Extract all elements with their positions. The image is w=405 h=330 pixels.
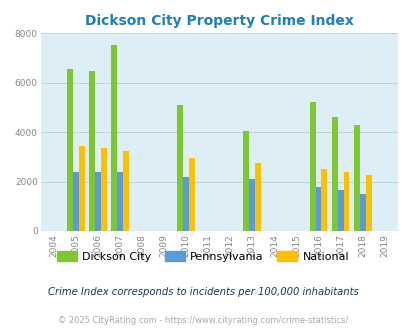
Title: Dickson City Property Crime Index: Dickson City Property Crime Index <box>85 14 353 28</box>
Bar <box>89 71 95 231</box>
Bar <box>73 172 79 231</box>
Bar <box>353 125 359 231</box>
Bar <box>101 148 107 231</box>
Bar <box>79 146 85 231</box>
Bar <box>249 179 255 231</box>
Text: Crime Index corresponds to incidents per 100,000 inhabitants: Crime Index corresponds to incidents per… <box>47 287 358 297</box>
Bar <box>183 177 189 231</box>
Bar <box>359 194 364 231</box>
Bar <box>315 187 321 231</box>
Bar <box>321 169 326 231</box>
Bar <box>309 102 315 231</box>
Bar <box>337 190 343 231</box>
Bar <box>95 172 101 231</box>
Bar <box>117 172 123 231</box>
Bar <box>189 158 195 231</box>
Legend: Dickson City, Pennsylvania, National: Dickson City, Pennsylvania, National <box>52 247 353 266</box>
Text: © 2025 CityRating.com - https://www.cityrating.com/crime-statistics/: © 2025 CityRating.com - https://www.city… <box>58 315 347 325</box>
Bar <box>111 46 117 231</box>
Bar <box>364 175 371 231</box>
Bar <box>331 117 337 231</box>
Bar <box>177 105 183 231</box>
Bar <box>255 163 260 231</box>
Bar <box>123 150 129 231</box>
Bar <box>343 172 349 231</box>
Bar <box>243 131 249 231</box>
Bar <box>67 69 73 231</box>
